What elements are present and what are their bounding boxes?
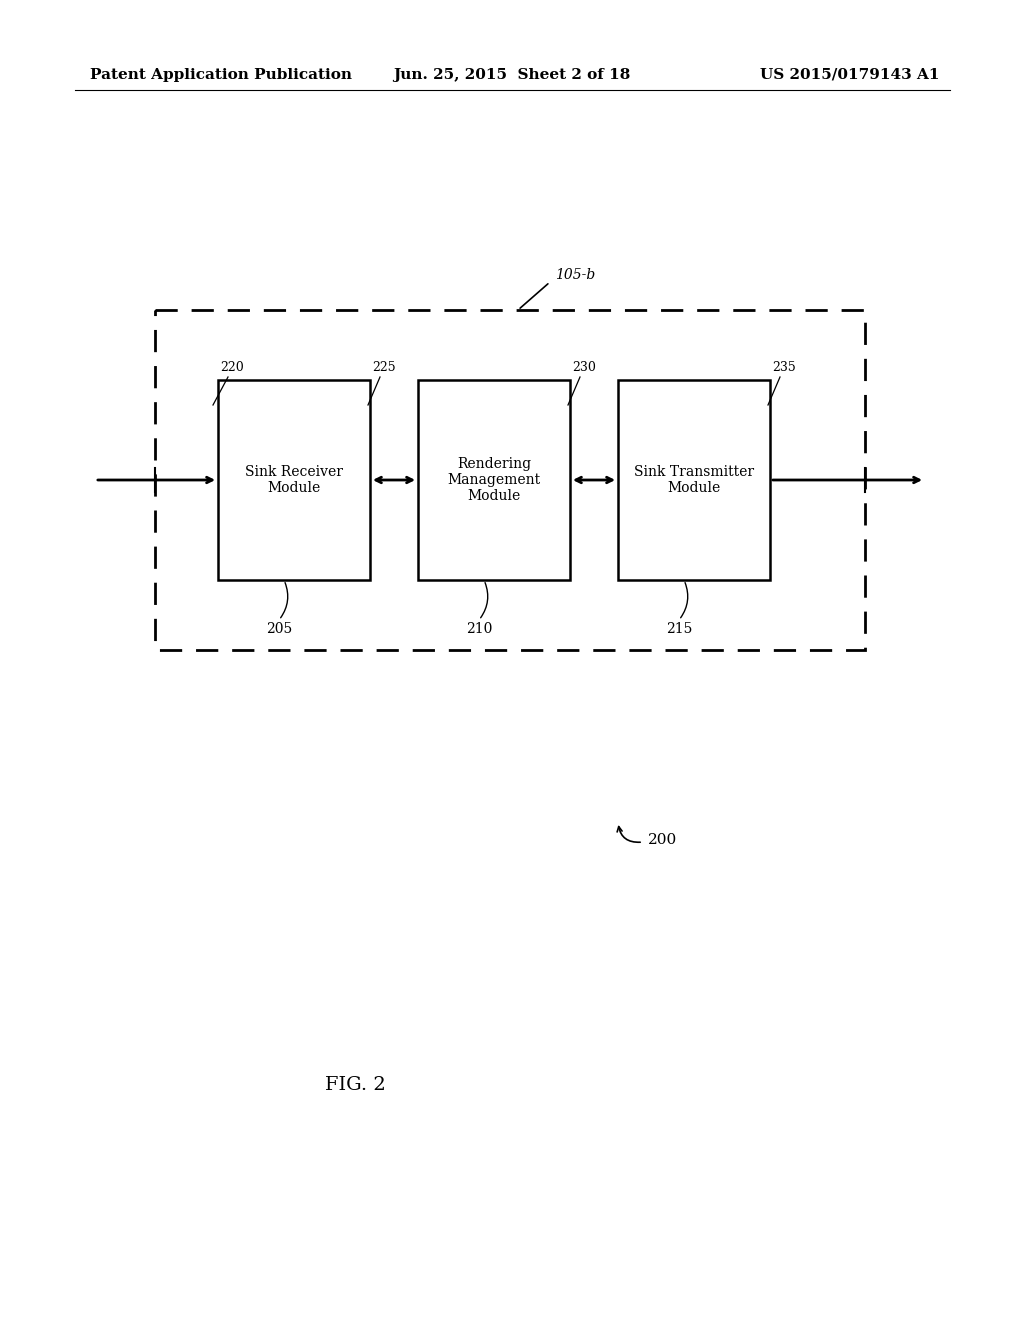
Bar xyxy=(618,380,770,579)
Text: 215: 215 xyxy=(666,622,692,636)
Text: 235: 235 xyxy=(772,360,796,374)
Text: 200: 200 xyxy=(648,833,677,847)
Text: 225: 225 xyxy=(372,360,395,374)
Text: FIG. 2: FIG. 2 xyxy=(325,1076,385,1094)
Text: Patent Application Publication: Patent Application Publication xyxy=(90,69,352,82)
Bar xyxy=(155,310,865,649)
Bar xyxy=(218,380,370,579)
Text: Sink Receiver
Module: Sink Receiver Module xyxy=(245,465,343,495)
Text: 105-b: 105-b xyxy=(555,268,595,282)
Text: 230: 230 xyxy=(572,360,596,374)
Text: 220: 220 xyxy=(220,360,244,374)
Text: 205: 205 xyxy=(266,622,292,636)
Text: Jun. 25, 2015  Sheet 2 of 18: Jun. 25, 2015 Sheet 2 of 18 xyxy=(393,69,631,82)
Text: US 2015/0179143 A1: US 2015/0179143 A1 xyxy=(761,69,940,82)
Bar xyxy=(418,380,570,579)
Text: Rendering
Management
Module: Rendering Management Module xyxy=(447,457,541,503)
Text: Sink Transmitter
Module: Sink Transmitter Module xyxy=(634,465,754,495)
Text: 210: 210 xyxy=(466,622,493,636)
